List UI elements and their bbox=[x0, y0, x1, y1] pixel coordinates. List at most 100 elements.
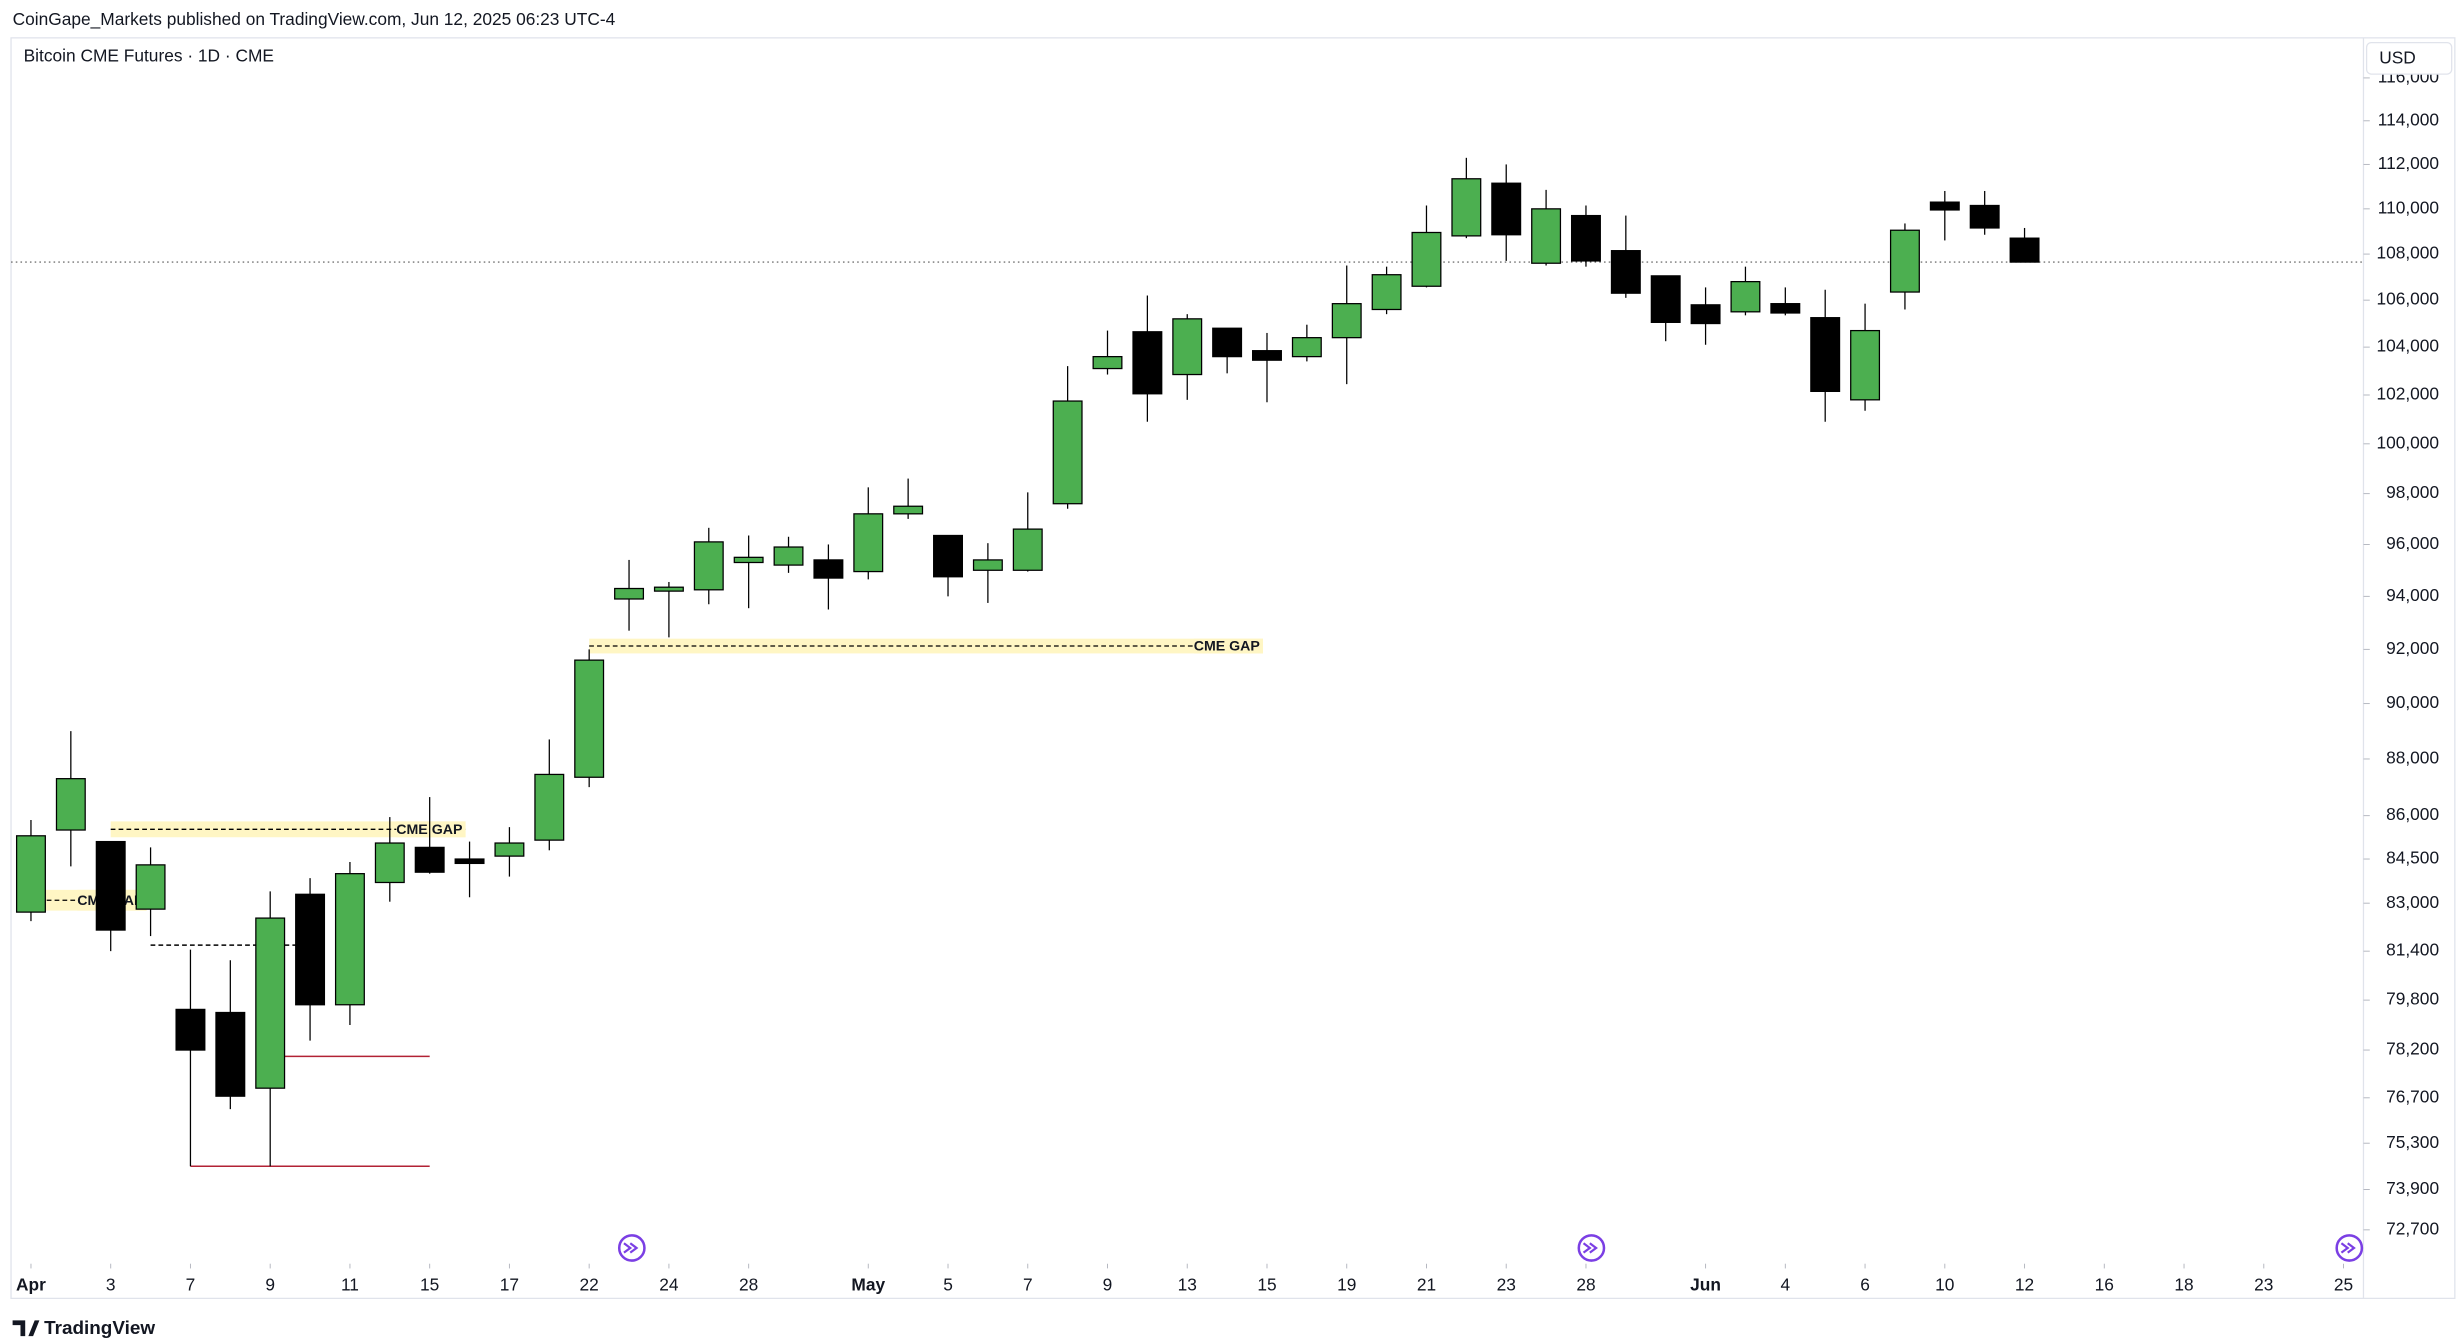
y-tick-label: 98,000 bbox=[2386, 482, 2439, 502]
y-tick-label: 72,700 bbox=[2386, 1218, 2439, 1238]
candle-body bbox=[255, 917, 286, 1089]
event-icon-glyph bbox=[1582, 1242, 1598, 1254]
candle-body bbox=[15, 835, 46, 913]
x-tick-label: 23 bbox=[2254, 1274, 2273, 1294]
x-tick-label: 18 bbox=[2174, 1274, 2193, 1294]
y-tick-label: 106,000 bbox=[2376, 289, 2439, 309]
candle-body bbox=[853, 513, 884, 573]
candle-body bbox=[933, 534, 963, 578]
cme-gap-label-bg bbox=[396, 821, 466, 838]
currency-label[interactable]: USD bbox=[2379, 48, 2416, 68]
brand: TradingView bbox=[12, 1318, 155, 1339]
x-tick-label: 28 bbox=[739, 1274, 758, 1294]
candle-body bbox=[574, 659, 605, 778]
y-tick-label: 90,000 bbox=[2386, 692, 2439, 712]
y-tick-label: 112,000 bbox=[2378, 153, 2439, 173]
x-tick-label: Jun bbox=[1690, 1274, 1721, 1294]
candle-body bbox=[1411, 231, 1442, 287]
brand-logo bbox=[12, 1320, 40, 1337]
candle-body bbox=[1969, 204, 2000, 229]
x-tick-label: 5 bbox=[943, 1274, 953, 1294]
y-tick-label: 110,000 bbox=[2378, 197, 2439, 217]
y-tick-label: 75,300 bbox=[2386, 1132, 2439, 1152]
candle-body bbox=[653, 586, 684, 592]
candle-body bbox=[1252, 350, 1282, 361]
y-tick-label: 100,000 bbox=[2376, 432, 2439, 452]
x-tick-label: 3 bbox=[106, 1274, 116, 1294]
candle-body bbox=[534, 773, 565, 841]
y-tick-label: 84,500 bbox=[2386, 848, 2439, 868]
candle-body bbox=[1371, 274, 1402, 311]
candle-body bbox=[813, 559, 844, 579]
candle-body bbox=[1650, 275, 1681, 323]
candle-body bbox=[175, 1008, 206, 1051]
y-tick-label: 83,000 bbox=[2386, 892, 2439, 912]
cme-gap-label: CME GAP bbox=[1194, 639, 1260, 655]
candle-body bbox=[1012, 528, 1043, 571]
candle-body bbox=[1052, 400, 1083, 505]
event-icon-glyph bbox=[2340, 1242, 2356, 1254]
candle-body bbox=[295, 893, 326, 1006]
x-tick-label: 16 bbox=[2095, 1274, 2114, 1294]
candle-body bbox=[1491, 182, 1522, 236]
x-tick-label: 7 bbox=[1023, 1274, 1033, 1294]
x-tick-label: 23 bbox=[1497, 1274, 1516, 1294]
event-icons bbox=[617, 1234, 2364, 1262]
x-tick-label: 17 bbox=[500, 1274, 519, 1294]
candle-body bbox=[414, 846, 445, 873]
currency-box[interactable] bbox=[2365, 41, 2453, 75]
y-tick-label: 114,000 bbox=[2378, 109, 2439, 129]
candle-body bbox=[972, 559, 1003, 571]
candle-body bbox=[1132, 331, 1163, 395]
x-tick-label: 9 bbox=[1103, 1274, 1113, 1294]
candle-body bbox=[1570, 214, 1601, 262]
event-icon-glyph bbox=[623, 1242, 639, 1254]
y-tick-label: 92,000 bbox=[2386, 638, 2439, 658]
candle-body bbox=[1092, 355, 1123, 370]
candle-body bbox=[1889, 229, 1920, 293]
x-tick-label: 22 bbox=[580, 1274, 599, 1294]
candle-body bbox=[95, 840, 126, 931]
y-tick-label: 81,400 bbox=[2386, 940, 2439, 960]
candle-body bbox=[773, 546, 804, 566]
candle-body bbox=[2009, 237, 2040, 263]
x-tick-label: 24 bbox=[659, 1274, 679, 1294]
candle-body bbox=[215, 1011, 246, 1097]
y-tick-label: 102,000 bbox=[2376, 384, 2439, 404]
y-tick-label: 88,000 bbox=[2386, 748, 2439, 768]
x-tick-label: 6 bbox=[1860, 1274, 1870, 1294]
x-tick-label: 4 bbox=[1781, 1274, 1791, 1294]
candle-body bbox=[454, 858, 485, 865]
y-tick-label: 104,000 bbox=[2376, 336, 2439, 356]
candle-body bbox=[1451, 178, 1482, 237]
candle-body bbox=[1929, 201, 1960, 211]
candle-body bbox=[893, 505, 924, 515]
candle-body bbox=[1730, 280, 1761, 313]
candle-body bbox=[1810, 317, 1841, 393]
x-tick-label: 7 bbox=[186, 1274, 196, 1294]
y-tick-label: 73,900 bbox=[2386, 1178, 2439, 1198]
x-tick-label: 10 bbox=[1935, 1274, 1954, 1294]
x-tick-label: May bbox=[851, 1274, 885, 1294]
x-tick-label: 21 bbox=[1417, 1274, 1436, 1294]
y-tick-label: 96,000 bbox=[2386, 533, 2439, 553]
candle-body bbox=[1331, 303, 1362, 339]
publish-header: CoinGape_Markets published on TradingVie… bbox=[13, 9, 616, 29]
candle-body bbox=[135, 864, 166, 910]
candle-body bbox=[614, 587, 645, 600]
cme-gap-label-bg bbox=[1193, 638, 1264, 654]
x-tick-label: 19 bbox=[1337, 1274, 1356, 1294]
candle-body bbox=[374, 842, 405, 884]
candle-body bbox=[1172, 318, 1203, 376]
candle-body bbox=[1850, 329, 1881, 401]
x-tick-label: 15 bbox=[420, 1274, 439, 1294]
y-tick-label: 76,700 bbox=[2386, 1086, 2439, 1106]
candle-body bbox=[733, 556, 764, 564]
chart-title: Bitcoin CME Futures · 1D · CME bbox=[24, 45, 274, 65]
x-tick-label: 11 bbox=[341, 1274, 359, 1294]
y-tick-label: 86,000 bbox=[2386, 804, 2439, 824]
candle-body bbox=[1212, 327, 1243, 358]
y-tick-label: 108,000 bbox=[2376, 243, 2439, 263]
